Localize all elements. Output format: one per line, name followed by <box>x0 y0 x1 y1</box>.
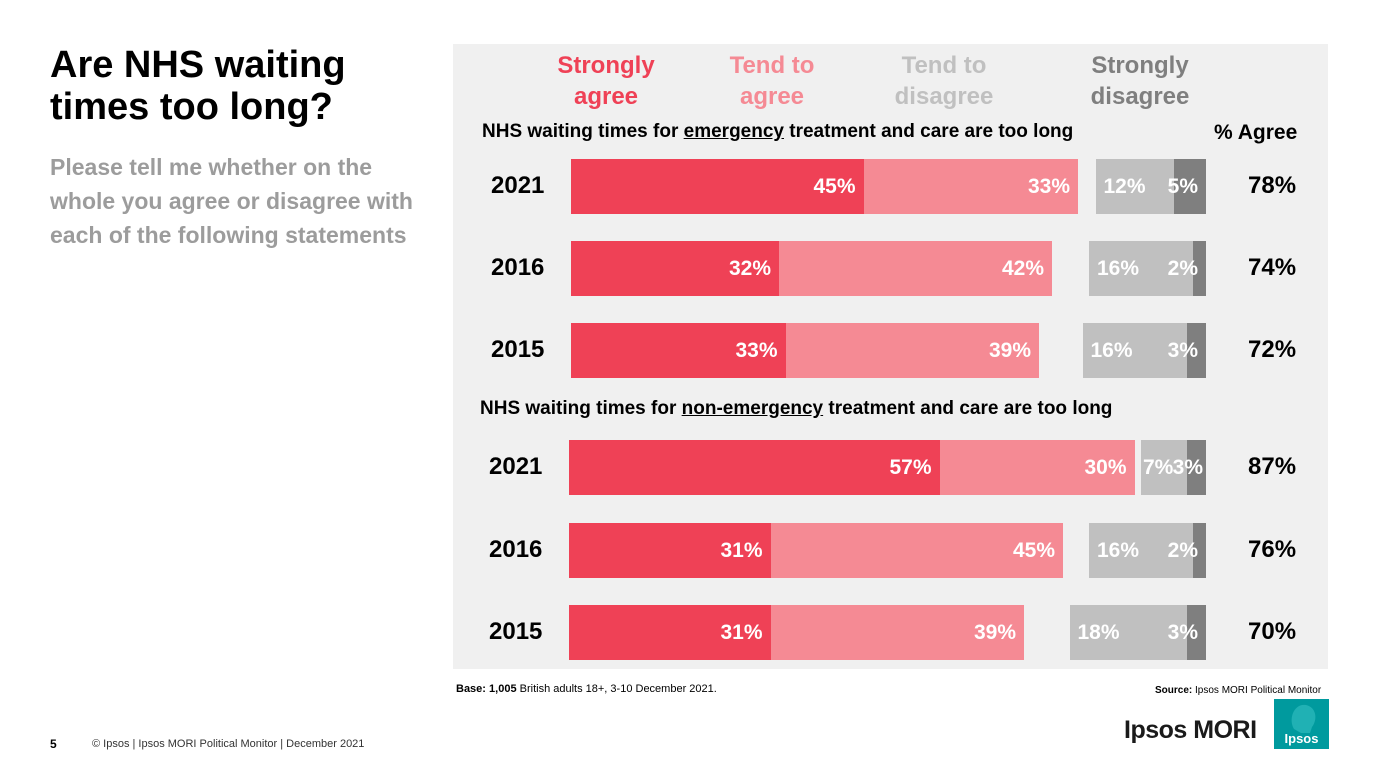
legend-label-line1: Strongly <box>557 52 655 79</box>
bar-strongly-agree <box>569 605 771 660</box>
bar-strongly-agree <box>571 241 779 296</box>
data-label: 3% <box>1167 339 1198 362</box>
question-text: Please tell me whether on the whole you … <box>50 154 413 248</box>
data-label: 31% <box>720 621 763 644</box>
section-title-keyword: emergency <box>683 121 784 142</box>
bar-tend-to-disagree <box>1089 523 1193 578</box>
year-label: 2016 <box>489 536 543 563</box>
source-text: Ipsos MORI Political Monitor <box>1195 685 1322 696</box>
legend-label-line2: disagree <box>1090 83 1190 110</box>
data-label: 42% <box>1001 257 1044 280</box>
data-label: 39% <box>988 339 1031 362</box>
data-label: 45% <box>1012 539 1055 562</box>
section-title-prefix: NHS waiting times for <box>480 398 682 419</box>
agree-total: 76% <box>1248 536 1297 563</box>
data-label: 33% <box>1027 175 1070 198</box>
bar-tend-to-disagree <box>1082 323 1187 378</box>
bar-strongly-disagree <box>1193 241 1206 296</box>
year-label: 2015 <box>489 618 543 645</box>
data-label: 18% <box>1077 621 1120 644</box>
logo-head-icon <box>1291 704 1316 733</box>
legend-label-line1: Tend to <box>729 52 815 79</box>
data-label: 45% <box>813 175 856 198</box>
bar-tend-to-disagree <box>1069 605 1187 660</box>
data-label: 39% <box>973 621 1016 644</box>
section-title-suffix: treatment and care are too long <box>823 398 1113 419</box>
data-label: 16% <box>1090 339 1133 362</box>
brand-name: Ipsos MORI <box>1124 716 1257 744</box>
bar-strongly-disagree <box>1186 323 1206 378</box>
copyright: © Ipsos | Ipsos MORI Political Monitor |… <box>92 738 365 750</box>
page-number: 5 <box>50 737 57 751</box>
year-label: 2021 <box>489 453 543 480</box>
bar-tend-to-agree <box>785 323 1039 378</box>
base-text: British adults 18+, 3-10 December 2021. <box>519 683 717 695</box>
legend-label-line1: Strongly <box>1091 52 1189 79</box>
base-count: 1,005 <box>489 683 517 695</box>
bar-strongly-agree <box>571 323 786 378</box>
bar-tend-to-agree <box>779 241 1052 296</box>
data-label: 12% <box>1103 175 1146 198</box>
legend-item: Strongly agree <box>516 50 696 112</box>
data-label: 2% <box>1167 539 1198 562</box>
data-label: 33% <box>735 339 778 362</box>
data-label: 32% <box>728 257 771 280</box>
bar-strongly-disagree <box>1173 159 1206 214</box>
data-label: 30% <box>1084 456 1127 479</box>
data-label: 2% <box>1167 257 1198 280</box>
base-note: Base: 1,005 British adults 18+, 3-10 Dec… <box>456 683 717 695</box>
legend-label-line2: agree <box>573 83 639 110</box>
bar-tend-to-disagree <box>1089 241 1193 296</box>
legend-label-line1: Tend to <box>901 52 987 79</box>
section-title-suffix: treatment and care are too long <box>783 121 1074 142</box>
legend-item: Tend to agree <box>682 50 862 112</box>
bar-strongly-agree <box>571 159 864 214</box>
bar-tend-to-agree <box>939 440 1135 495</box>
legend-item: Tend to disagree <box>854 50 1034 112</box>
bar-tend-to-disagree <box>1141 440 1187 495</box>
data-label: 16% <box>1097 539 1140 562</box>
year-label: 2015 <box>491 336 545 363</box>
base-prefix: Base: <box>456 683 486 695</box>
legend-label-line2: disagree <box>894 83 994 110</box>
bar-strongly-agree <box>569 523 771 578</box>
year-label: 2021 <box>491 172 545 199</box>
agree-total: 87% <box>1248 453 1297 480</box>
bar-tend-to-agree <box>863 159 1078 214</box>
bar-tend-to-disagree <box>1095 159 1174 214</box>
agree-column-header: % Agree <box>1214 121 1298 144</box>
section-title: NHS waiting times for non-emergency trea… <box>480 398 1112 420</box>
data-label: 3% <box>1172 456 1203 479</box>
agree-total: 74% <box>1248 254 1297 281</box>
agree-total: 78% <box>1248 172 1297 199</box>
logo-text: Ipsos <box>1284 731 1319 746</box>
year-label: 2016 <box>491 254 545 281</box>
data-label: 57% <box>889 456 932 479</box>
data-label: 7% <box>1143 456 1174 479</box>
data-label: 3% <box>1167 621 1198 644</box>
source-prefix: Source: <box>1155 685 1193 696</box>
section-title-prefix: NHS waiting times for <box>482 121 684 142</box>
bar-strongly-disagree <box>1193 523 1206 578</box>
bar-strongly-disagree <box>1186 440 1206 495</box>
section-title: NHS waiting times for emergency treatmen… <box>482 121 1073 143</box>
data-label: 16% <box>1097 257 1140 280</box>
bar-tend-to-agree <box>770 523 1063 578</box>
data-label: 31% <box>720 539 763 562</box>
bar-strongly-disagree <box>1186 605 1206 660</box>
section-title-keyword: non-emergency <box>681 398 824 419</box>
page-title: Are NHS waiting times too long? <box>50 44 346 128</box>
legend-label-line2: agree <box>739 83 805 110</box>
source-note: Source: Ipsos MORI Political Monitor <box>1155 685 1321 696</box>
ipsos-logo: Ipsos <box>1274 699 1329 749</box>
bar-strongly-agree <box>569 440 940 495</box>
agree-total: 72% <box>1248 336 1297 363</box>
legend-item: Strongly disagree <box>1050 50 1230 112</box>
bar-tend-to-agree <box>770 605 1024 660</box>
data-label: 5% <box>1167 175 1198 198</box>
agree-total: 70% <box>1248 618 1297 645</box>
